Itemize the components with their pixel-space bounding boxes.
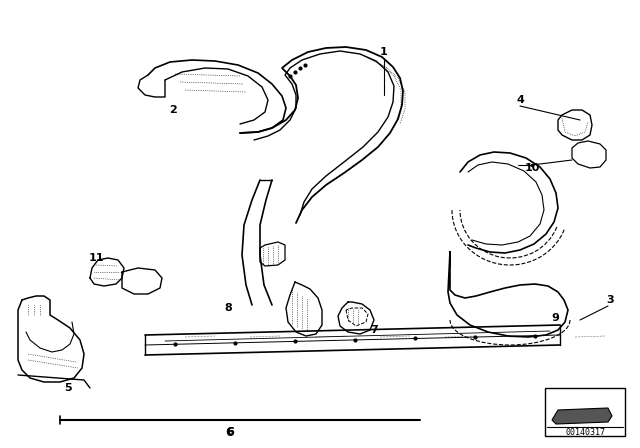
Text: 6: 6: [226, 427, 234, 437]
Text: 8: 8: [224, 303, 232, 313]
Text: 5: 5: [64, 383, 72, 393]
Text: 00140317: 00140317: [565, 427, 605, 436]
Bar: [545, 388, 625, 436]
Text: 7: 7: [370, 325, 378, 335]
Text: 10: 10: [524, 163, 540, 173]
Text: 2: 2: [169, 105, 177, 115]
Polygon shape: [552, 408, 612, 424]
Text: 9: 9: [551, 313, 559, 323]
Polygon shape: [558, 110, 592, 140]
Text: 11: 11: [88, 253, 104, 263]
Text: 6: 6: [226, 426, 234, 439]
Text: 3: 3: [606, 295, 614, 305]
Polygon shape: [572, 141, 606, 168]
Text: 4: 4: [516, 95, 524, 105]
Text: 1: 1: [380, 47, 388, 57]
